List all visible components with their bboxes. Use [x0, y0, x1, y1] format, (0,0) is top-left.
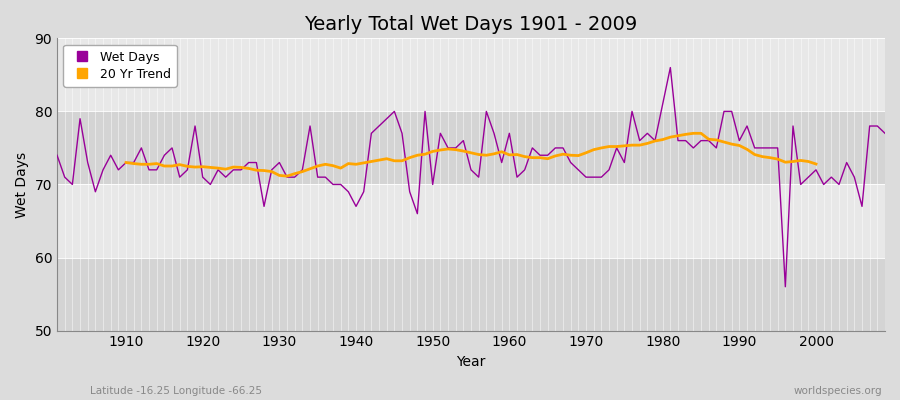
- Legend: Wet Days, 20 Yr Trend: Wet Days, 20 Yr Trend: [63, 44, 176, 87]
- Text: worldspecies.org: worldspecies.org: [794, 386, 882, 396]
- Bar: [57, 38, 885, 111]
- Text: Latitude -16.25 Longitude -66.25: Latitude -16.25 Longitude -66.25: [90, 386, 262, 396]
- Bar: [57, 258, 885, 330]
- Y-axis label: Wet Days: Wet Days: [15, 151, 29, 218]
- Bar: [57, 111, 885, 184]
- Bar: [57, 184, 885, 258]
- Title: Yearly Total Wet Days 1901 - 2009: Yearly Total Wet Days 1901 - 2009: [304, 15, 637, 34]
- X-axis label: Year: Year: [456, 355, 486, 369]
